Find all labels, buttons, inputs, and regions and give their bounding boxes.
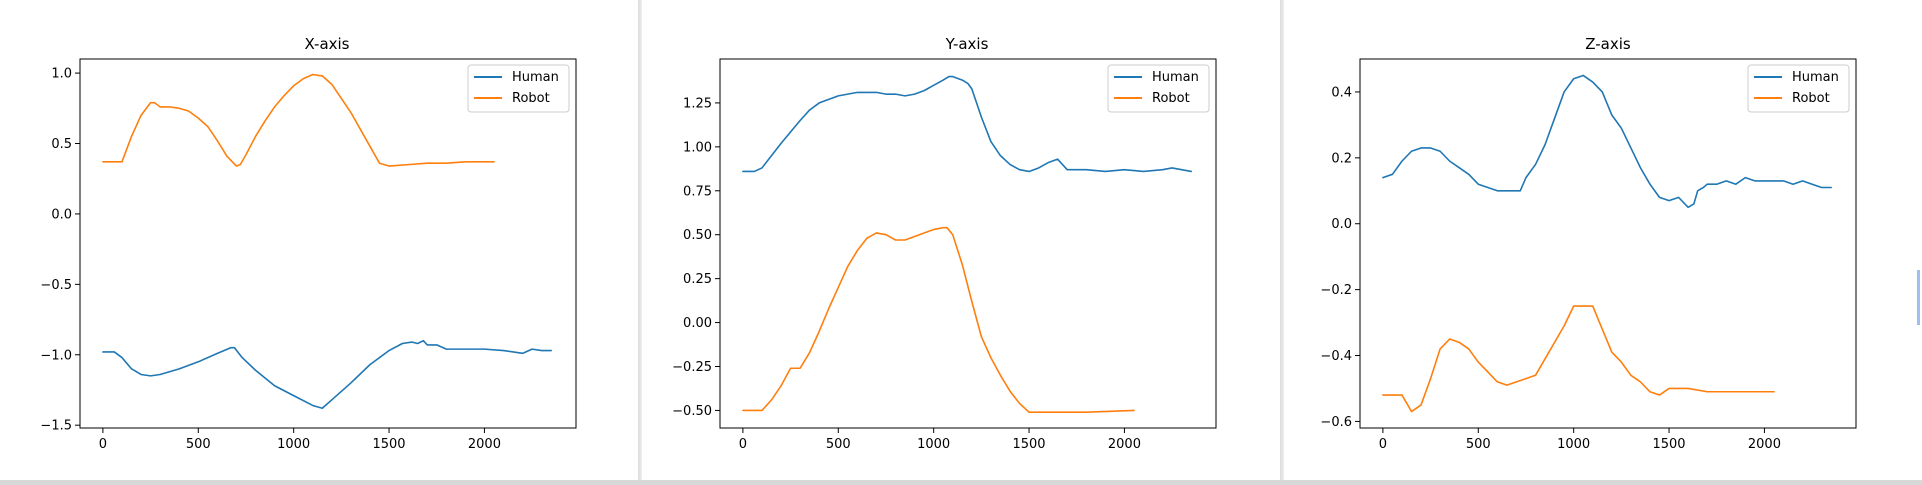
x-axis-chart: X-axis 1.0 0.5 0.0 −0.5 −1.0 −1.5 0 500 1000 150…	[0, 0, 638, 485]
x-tick-label: 0	[1379, 437, 1387, 452]
plot-area	[1360, 59, 1856, 428]
legend: Human Robot	[467, 64, 570, 113]
x-tick-label: 500	[1466, 437, 1491, 452]
plot-area	[80, 59, 576, 428]
y-axis-chart: Y-axis 1.25 1.00 0.75 0.50 0.25 0.00 −0.25 −0.5…	[642, 0, 1280, 485]
y-tick-label: 0.75	[683, 184, 712, 199]
y-tick-label: −1.0	[40, 348, 72, 363]
x-ticks: 0 500 1000 1500 2000	[1379, 428, 1781, 452]
x-tick-label: 1500	[372, 437, 405, 452]
legend: Human Robot	[1747, 64, 1850, 113]
plot-area	[720, 59, 1216, 428]
legend-label-robot: Robot	[1152, 91, 1190, 106]
plot-frame	[1359, 58, 1857, 429]
panel-divider	[638, 0, 642, 485]
y-tick-label: −0.4	[1320, 349, 1352, 364]
x-tick-label: 1000	[277, 437, 310, 452]
y-tick-label: 0.0	[1331, 217, 1352, 232]
series-line-robot	[742, 226, 1135, 413]
legend-label-human: Human	[512, 70, 559, 85]
y-tick-label: −0.5	[40, 278, 72, 293]
x-tick-label: 1500	[1012, 437, 1045, 452]
y-tick-label: −0.25	[672, 360, 712, 375]
chart-title: Y-axis	[945, 35, 989, 53]
y-ticks: 0.4 0.2 0.0 −0.2 −0.4 −0.6	[1320, 85, 1360, 430]
chart-title: X-axis	[305, 35, 350, 53]
y-tick-label: −0.2	[1320, 283, 1352, 298]
x-tick-label: 2000	[1748, 437, 1781, 452]
y-tick-label: −0.6	[1320, 415, 1352, 430]
x-tick-label: 1500	[1652, 437, 1685, 452]
series-line-robot	[1382, 305, 1775, 413]
x-tick-label: 1000	[1557, 437, 1590, 452]
x-ticks: 0 500 1000 1500 2000	[99, 428, 501, 452]
y-tick-label: 0.50	[683, 228, 712, 243]
plot-frame	[719, 58, 1217, 429]
y-tick-label: −0.50	[672, 404, 712, 419]
x-tick-label: 0	[99, 437, 107, 452]
legend: Human Robot	[1107, 64, 1210, 113]
y-tick-label: 1.0	[51, 67, 72, 82]
legend-label-robot: Robot	[1792, 91, 1830, 106]
y-tick-label: 0.00	[683, 316, 712, 331]
x-tick-label: 2000	[468, 437, 501, 452]
x-ticks: 0 500 1000 1500 2000	[739, 428, 1141, 452]
chart-title: Z-axis	[1585, 35, 1631, 53]
legend-label-human: Human	[1792, 70, 1839, 85]
x-tick-label: 0	[739, 437, 747, 452]
series-line-human	[102, 339, 552, 410]
y-tick-label: 1.25	[683, 96, 712, 111]
x-tick-label: 500	[186, 437, 211, 452]
y-tick-label: 0.2	[1331, 151, 1352, 166]
y-tick-label: 0.4	[1331, 85, 1352, 100]
series-lines	[102, 73, 552, 410]
x-tick-label: 2000	[1108, 437, 1141, 452]
panel-divider	[1280, 0, 1284, 485]
series-lines	[1382, 74, 1832, 413]
x-tick-label: 500	[826, 437, 851, 452]
bottom-strip	[0, 480, 1922, 485]
y-tick-label: 0.0	[51, 207, 72, 222]
z-axis-chart: Z-axis 0.4 0.2 0.0 −0.2 −0.4 −0.6 0 500 1000 150…	[1284, 0, 1922, 485]
y-tick-label: −1.5	[40, 419, 72, 434]
y-tick-label: 0.5	[51, 137, 72, 152]
legend-label-human: Human	[1152, 70, 1199, 85]
series-line-robot	[102, 73, 495, 167]
series-line-human	[1382, 74, 1832, 209]
series-line-human	[742, 75, 1192, 173]
edge-highlight	[1917, 270, 1920, 325]
x-tick-label: 1000	[917, 437, 950, 452]
y-ticks: 1.25 1.00 0.75 0.50 0.25 0.00 −0.25 −0.50	[672, 96, 720, 419]
plot-frame	[79, 58, 577, 429]
y-tick-label: 1.00	[683, 140, 712, 155]
y-ticks: 1.0 0.5 0.0 −0.5 −1.0 −1.5	[40, 67, 80, 434]
legend-label-robot: Robot	[512, 91, 550, 106]
y-tick-label: 0.25	[683, 272, 712, 287]
series-lines	[742, 75, 1192, 413]
